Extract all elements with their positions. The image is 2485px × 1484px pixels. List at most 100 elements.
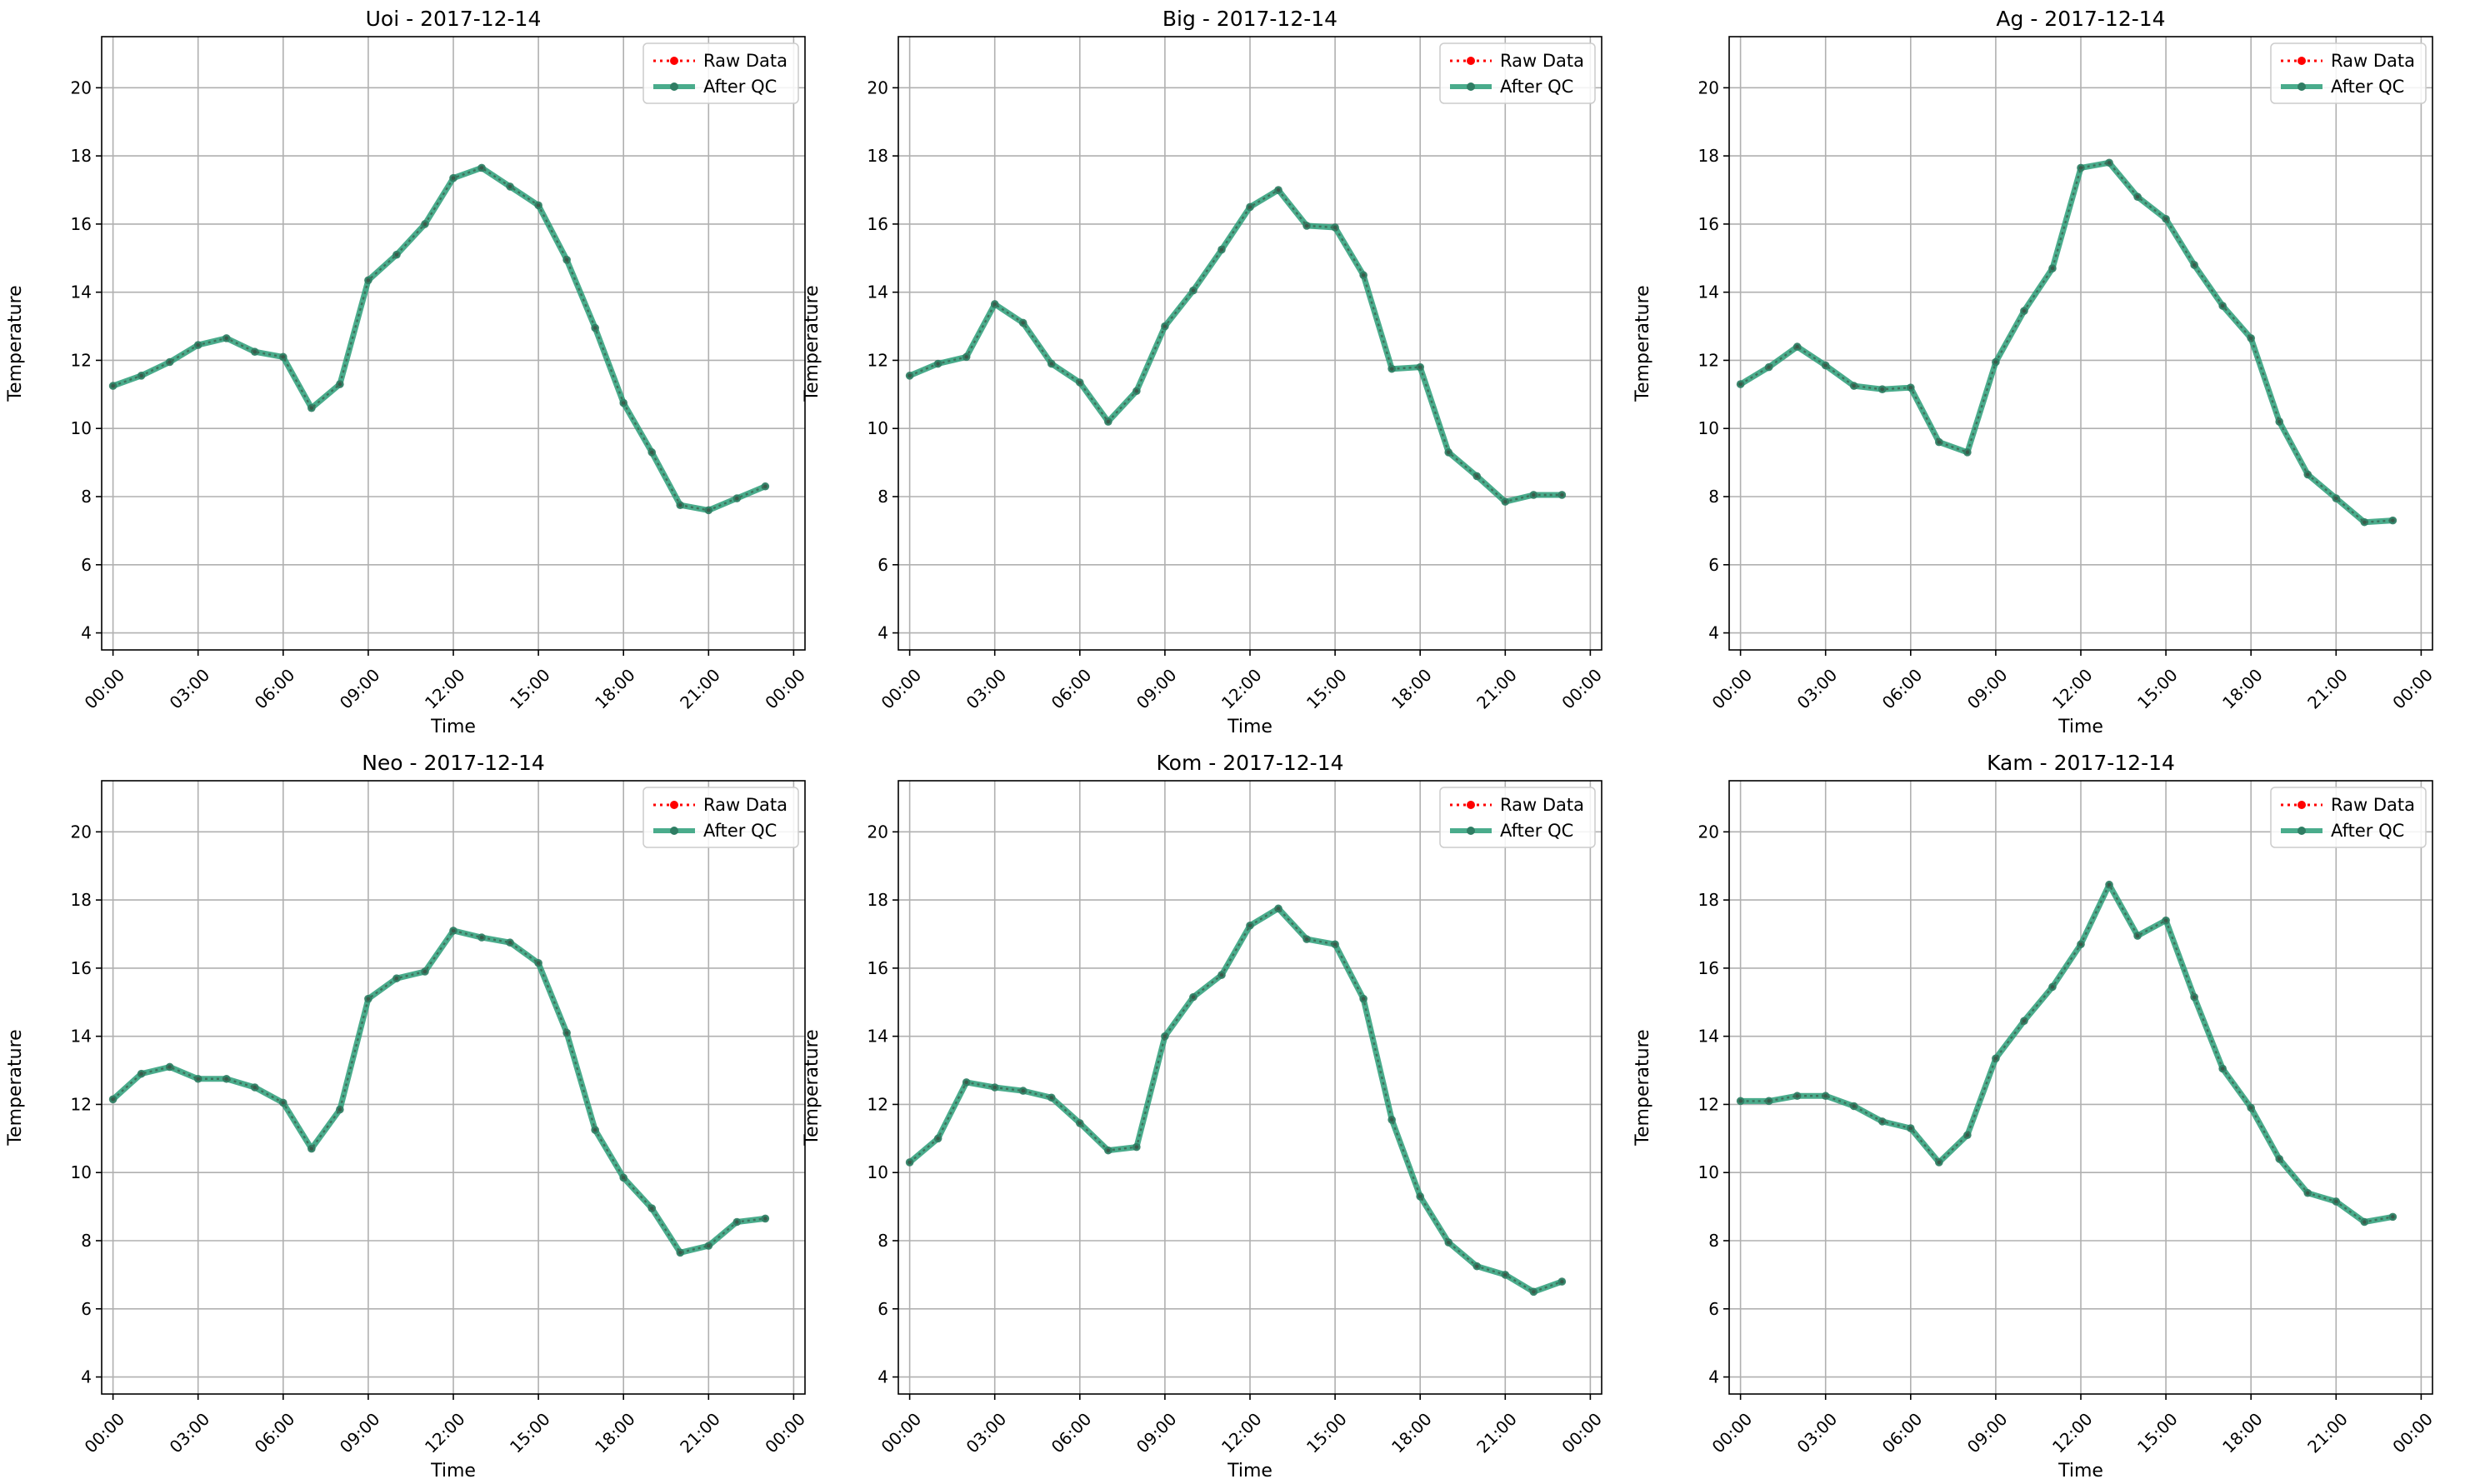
raw-data-point <box>2163 918 2168 922</box>
raw-data-point <box>394 252 399 257</box>
y-tick-label: 12 <box>1698 350 1719 370</box>
legend-label-raw-data: Raw Data <box>1500 51 1584 71</box>
y-axis-label: Temperature <box>1632 285 1653 402</box>
x-tick-label: 15:00 <box>506 1409 554 1457</box>
y-tick-label: 4 <box>878 623 888 643</box>
raw-data-point <box>508 184 512 189</box>
y-tick-label: 20 <box>868 822 888 842</box>
legend-marker-raw-data <box>1467 57 1475 65</box>
y-tick-label: 6 <box>81 555 92 575</box>
subplot-0: 00:00 03:00 06:00 09:00 12:00 15:00 18:00 21:00… <box>5 7 809 737</box>
x-axis-label: Time <box>2058 1461 2103 1482</box>
raw-data-point <box>735 496 739 501</box>
raw-data-point <box>1332 225 1338 230</box>
raw-data-point <box>1447 450 1451 455</box>
raw-data-point <box>678 503 682 507</box>
x-tick-label: 21:00 <box>676 665 724 713</box>
raw-data-point <box>2334 1199 2338 1204</box>
raw-data-point <box>168 1065 172 1069</box>
chart-title: Kam - 2017-12-14 <box>1987 751 2175 775</box>
axes-frame <box>101 36 806 651</box>
raw-data-point <box>936 362 940 366</box>
raw-data-point <box>1162 324 1168 328</box>
x-tick-label: 15:00 <box>506 665 554 713</box>
y-tick-label: 20 <box>868 77 888 97</box>
legend: Raw Data After QC <box>2270 787 2427 848</box>
raw-data-point <box>139 1072 143 1076</box>
legend-label-raw-data: Raw Data <box>2331 51 2415 71</box>
raw-data-point <box>678 1251 682 1255</box>
raw-data-point <box>2248 336 2253 341</box>
raw-data-point <box>1795 344 1799 349</box>
raw-data-point <box>338 1107 342 1112</box>
raw-data-point <box>1823 1094 1828 1098</box>
x-tick-label: 12:00 <box>2048 665 2097 713</box>
legend-label-raw-data: Raw Data <box>2331 795 2415 815</box>
y-tick-label: 18 <box>71 890 92 910</box>
y-tick-label: 14 <box>71 1027 92 1047</box>
raw-data-point <box>2107 161 2112 165</box>
raw-data-point <box>2135 933 2140 938</box>
x-axis-label: Time <box>1227 1461 1272 1482</box>
y-tick-label: 16 <box>868 958 888 978</box>
x-tick-label: 21:00 <box>1472 665 1521 713</box>
y-tick-label: 12 <box>71 1094 92 1114</box>
legend-marker-after-qc <box>670 82 678 91</box>
y-tick-label: 8 <box>1708 487 1719 507</box>
y-axis-label: Temperature <box>5 285 26 402</box>
raw-data-point <box>2391 518 2395 522</box>
x-tick-label: 18:00 <box>591 1409 639 1457</box>
chart-title: Ag - 2017-12-14 <box>1996 7 2165 31</box>
x-tick-label: 00:00 <box>761 1409 809 1457</box>
y-tick-label: 14 <box>1698 282 1719 302</box>
raw-data-point <box>479 935 484 940</box>
x-tick-label: 18:00 <box>1388 1409 1436 1457</box>
y-tick-label: 6 <box>1708 1299 1719 1319</box>
raw-data-point <box>1078 1121 1082 1126</box>
raw-data-point <box>451 176 456 180</box>
raw-data-point <box>1219 247 1224 252</box>
x-tick-label: 00:00 <box>2388 1409 2437 1457</box>
raw-data-point <box>1276 907 1281 911</box>
raw-data-point <box>992 302 997 307</box>
raw-data-point <box>1560 1279 1564 1284</box>
y-tick-label: 4 <box>81 1367 92 1387</box>
legend-label-raw-data: Raw Data <box>1500 795 1584 815</box>
raw-data-point <box>592 1127 598 1132</box>
raw-data-point <box>1767 365 1771 369</box>
y-tick-label: 16 <box>71 958 92 978</box>
raw-data-point <box>1532 1290 1536 1294</box>
y-tick-label: 20 <box>1698 822 1719 842</box>
y-tick-label: 14 <box>868 282 888 302</box>
x-tick-label: 12:00 <box>1218 1409 1266 1457</box>
y-tick-label: 12 <box>1698 1094 1719 1114</box>
subplot-5: 00:00 03:00 06:00 09:00 12:00 15:00 18:00 21:00… <box>1632 751 2437 1482</box>
raw-data-point <box>1219 972 1224 977</box>
x-tick-label: 06:00 <box>251 665 299 713</box>
raw-data-point <box>1475 1264 1479 1268</box>
raw-data-point <box>1823 363 1828 367</box>
raw-data-point <box>2306 472 2310 477</box>
y-tick-label: 16 <box>868 214 888 234</box>
raw-data-point <box>281 1101 286 1105</box>
subplot-1: 00:00 03:00 06:00 09:00 12:00 15:00 18:00 21:00… <box>802 7 1606 737</box>
legend-marker-raw-data <box>2298 57 2306 65</box>
x-tick-label: 03:00 <box>1793 665 1842 713</box>
raw-data-point <box>936 1137 940 1141</box>
series-line-raw-data <box>112 929 766 1254</box>
raw-data-point <box>1134 1145 1139 1149</box>
y-tick-label: 20 <box>71 822 92 842</box>
raw-data-point <box>1503 1272 1508 1277</box>
x-tick-label: 12:00 <box>421 665 469 713</box>
raw-data-point <box>1503 499 1508 504</box>
raw-data-point <box>1389 1117 1394 1122</box>
raw-data-point <box>2220 1067 2225 1071</box>
x-tick-label: 18:00 <box>2218 665 2267 713</box>
raw-data-point <box>281 355 286 359</box>
raw-data-point <box>908 1160 912 1165</box>
raw-data-point <box>1937 440 1942 444</box>
raw-data-point <box>564 257 569 262</box>
raw-data-point <box>2078 166 2083 170</box>
legend-marker-after-qc <box>1467 82 1475 91</box>
y-tick-label: 10 <box>71 1162 92 1182</box>
